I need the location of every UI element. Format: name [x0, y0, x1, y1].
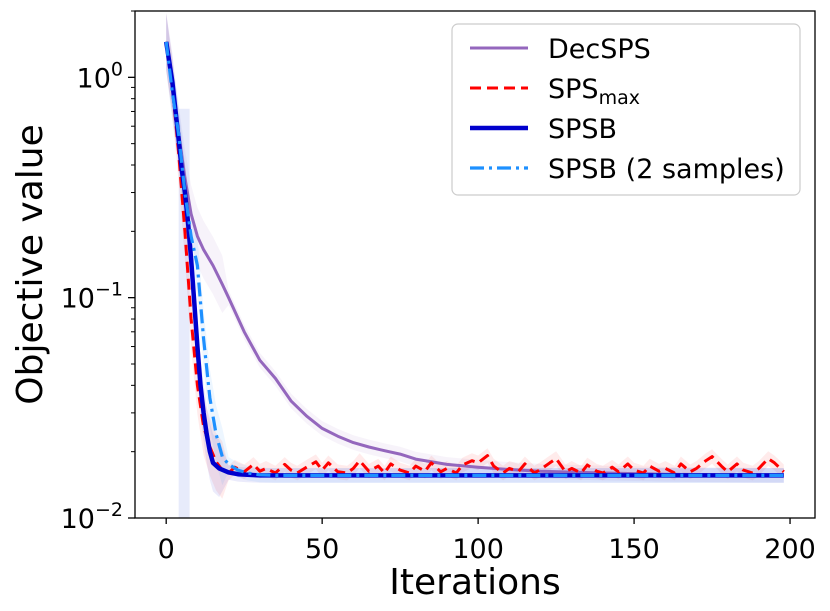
- x-axis: 0 50 100 150 200: [158, 518, 816, 565]
- y-tick-label: 100: [77, 58, 123, 94]
- series-line-1: [164, 41, 785, 475]
- x-tick-label: 0: [158, 534, 175, 565]
- y-axis-title: Objective value: [10, 124, 51, 404]
- legend: DecSPS SPSmax SPSB SPSB (2 samples): [451, 23, 801, 196]
- legend-label-2: SPSB: [548, 114, 617, 145]
- x-tick-label: 150: [608, 534, 660, 565]
- legend-label-1: SPSmax: [548, 74, 640, 109]
- legend-label-3: SPSB (2 samples): [548, 154, 785, 185]
- legend-label-0: DecSPS: [548, 34, 651, 65]
- series-line-3: [164, 41, 784, 477]
- x-axis-title: Iterations: [389, 562, 560, 603]
- x-tick-label: 200: [764, 534, 816, 565]
- x-tick-label: 50: [305, 534, 339, 565]
- plot-frame: [134, 10, 816, 519]
- variance-bands: [166, 13, 784, 518]
- series-lines: [163, 41, 785, 478]
- y-tick-label: 10−2: [61, 499, 123, 535]
- y-axis: 100 10−1 10−2: [61, 10, 135, 535]
- band-spike: [178, 108, 190, 518]
- y-tick-label: 10−1: [61, 279, 123, 315]
- legend-box: [451, 23, 801, 196]
- x-tick-label: 100: [452, 534, 504, 565]
